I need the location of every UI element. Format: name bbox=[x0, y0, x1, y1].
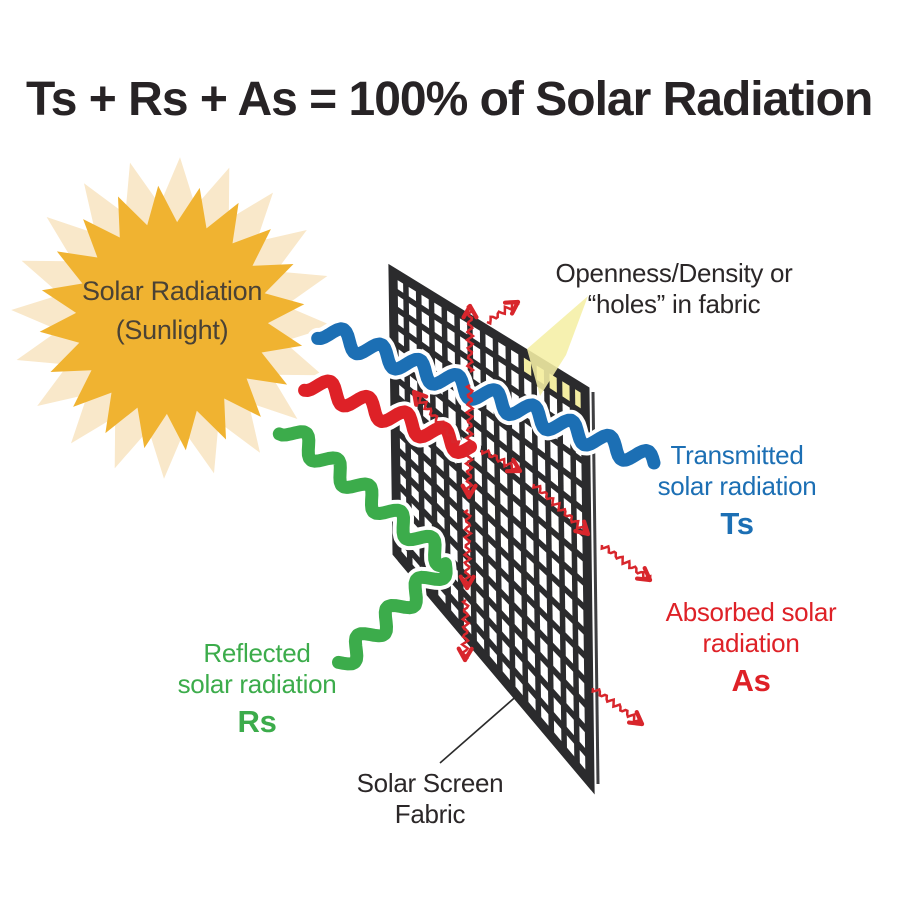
heat-radiation-arrows bbox=[411, 299, 653, 727]
page-title: Ts + Rs + As = 100% of Solar Radiation bbox=[26, 73, 873, 126]
reflected-label-line1: Reflected bbox=[203, 638, 311, 668]
absorbed-symbol: As bbox=[731, 663, 771, 699]
reflected-label-line2: solar radiation bbox=[177, 669, 337, 700]
openness-pointer-beam bbox=[527, 296, 588, 396]
reflected-symbol: Rs bbox=[237, 704, 277, 740]
reflected-label: Reflected solar radiation Rs bbox=[159, 638, 355, 741]
absorbed-label: Absorbed solar radiation As bbox=[653, 597, 849, 700]
fabric-label-line2: Fabric bbox=[394, 799, 466, 830]
transmitted-label-line2: solar radiation bbox=[657, 471, 817, 502]
fabric-label: Solar Screen Fabric bbox=[330, 768, 530, 830]
absorbed-label-line1: Absorbed solar bbox=[665, 597, 837, 627]
transmitted-label: Transmitted solar radiation Ts bbox=[637, 440, 837, 543]
openness-label-line1: Openness/Density or bbox=[555, 258, 793, 288]
transmitted-label-line1: Transmitted bbox=[670, 440, 804, 470]
sun-label: Solar Radiation (Sunlight) bbox=[47, 272, 297, 350]
sun-label-line1: Solar Radiation bbox=[81, 276, 263, 306]
openness-label: Openness/Density or “holes” in fabric bbox=[544, 258, 804, 320]
fabric-leader-line bbox=[439, 692, 521, 764]
reflected-wave-arrow bbox=[268, 421, 457, 675]
absorbed-label-line2: radiation bbox=[702, 628, 800, 659]
transmitted-wave-arrow bbox=[307, 318, 665, 474]
openness-label-line2: “holes” in fabric bbox=[587, 289, 761, 320]
fabric-label-line1: Solar Screen bbox=[356, 768, 504, 798]
transmitted-symbol: Ts bbox=[720, 506, 754, 542]
sun-label-line2: (Sunlight) bbox=[115, 315, 229, 346]
sun-icon bbox=[11, 157, 333, 479]
